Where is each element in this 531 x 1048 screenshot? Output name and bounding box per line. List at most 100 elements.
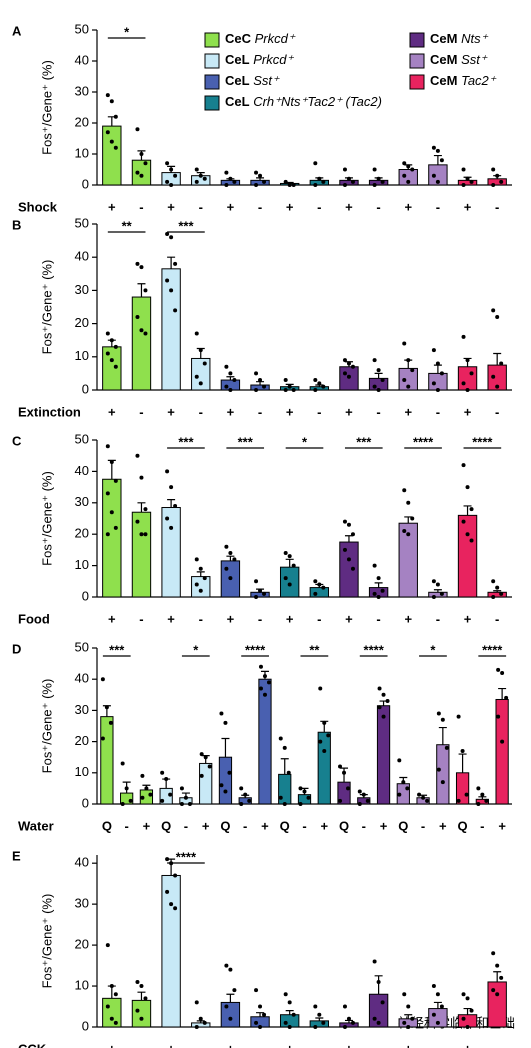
data-point (239, 786, 244, 791)
x-tick-label: - (139, 1041, 143, 1048)
data-point (254, 1020, 259, 1025)
data-point (495, 585, 500, 590)
panel-letter: B (12, 217, 21, 232)
data-point (135, 1008, 140, 1013)
error-bar (493, 971, 502, 982)
data-point (313, 378, 318, 383)
bar (339, 1022, 359, 1028)
data-point (139, 152, 144, 156)
data-point (465, 532, 470, 537)
x-tick-label: - (243, 818, 247, 833)
data-point (346, 361, 351, 366)
data-point (105, 93, 110, 98)
data-point (372, 384, 377, 389)
data-point (461, 334, 466, 339)
data-point (469, 1008, 474, 1013)
data-point (431, 579, 436, 584)
data-point (283, 179, 288, 184)
x-tick-label: - (436, 199, 440, 214)
data-point (283, 1020, 288, 1025)
data-point (109, 338, 114, 343)
x-tick-label: + (404, 1041, 412, 1048)
error-bar (433, 1001, 442, 1009)
data-point (496, 714, 501, 719)
x-tick-label: - (495, 199, 499, 214)
data-point (342, 1004, 347, 1009)
data-point (346, 1016, 351, 1021)
y-tick-label: 20 (75, 114, 89, 129)
x-tick-label: Q (398, 818, 408, 833)
bar (457, 514, 478, 598)
x-tick-label: Q (161, 818, 171, 833)
bar (161, 874, 181, 1028)
bar (309, 179, 330, 186)
data-point (491, 988, 496, 993)
data-point (254, 988, 259, 993)
data-point (148, 792, 153, 797)
data-point (504, 695, 509, 700)
data-point (496, 667, 501, 672)
bar (309, 1020, 330, 1028)
data-point (402, 173, 407, 178)
data-point (109, 510, 114, 515)
data-point (435, 179, 440, 184)
data-point (258, 588, 263, 593)
error-bar (137, 502, 146, 513)
data-point (402, 161, 407, 166)
significance-label: ** (122, 218, 133, 233)
bar (131, 296, 152, 391)
legend-label: CeM Nts⁺ (430, 31, 489, 46)
data-point (287, 1025, 292, 1029)
data-point (173, 873, 178, 878)
data-point (402, 378, 407, 383)
data-point (461, 463, 466, 468)
bar (436, 744, 450, 805)
data-point (254, 579, 259, 584)
data-point (262, 384, 267, 389)
data-point (491, 183, 496, 187)
data-point (105, 491, 110, 496)
data-point (350, 532, 355, 537)
data-point (228, 176, 233, 181)
data-point (465, 996, 470, 1001)
error-bar (256, 177, 265, 181)
condition-label: Water (18, 818, 54, 833)
x-tick-label: + (261, 818, 269, 833)
data-point (491, 374, 496, 379)
data-point (179, 802, 184, 806)
data-point (143, 161, 148, 166)
data-point (346, 374, 351, 379)
data-point (109, 459, 114, 464)
y-tick-label: 30 (75, 702, 89, 717)
data-point (278, 736, 283, 741)
data-point (254, 388, 259, 392)
error-bar (458, 753, 467, 773)
condition-label: Extinction (18, 404, 81, 419)
data-point (372, 591, 377, 596)
bar (102, 997, 122, 1028)
significance-label: *** (356, 434, 372, 449)
data-point (380, 588, 385, 593)
x-tick-label: + (498, 818, 506, 833)
significance-label: * (430, 642, 436, 657)
data-point (108, 720, 113, 725)
bar (368, 179, 389, 186)
data-point (109, 984, 114, 989)
data-point (376, 388, 381, 392)
y-tick-label: 40 (75, 52, 89, 67)
bar (309, 587, 330, 598)
data-point (291, 1012, 296, 1017)
error-bar (196, 571, 205, 577)
data-point (135, 979, 140, 984)
bar (487, 981, 507, 1028)
data-point (435, 388, 440, 392)
bar (218, 756, 233, 805)
x-tick-label: + (464, 199, 472, 214)
x-tick-label: - (258, 1041, 262, 1048)
error-bar (137, 283, 146, 298)
data-point (321, 585, 326, 590)
data-point (491, 308, 496, 313)
data-point (139, 328, 144, 333)
data-point (461, 992, 466, 997)
significance-label: *** (109, 642, 125, 657)
